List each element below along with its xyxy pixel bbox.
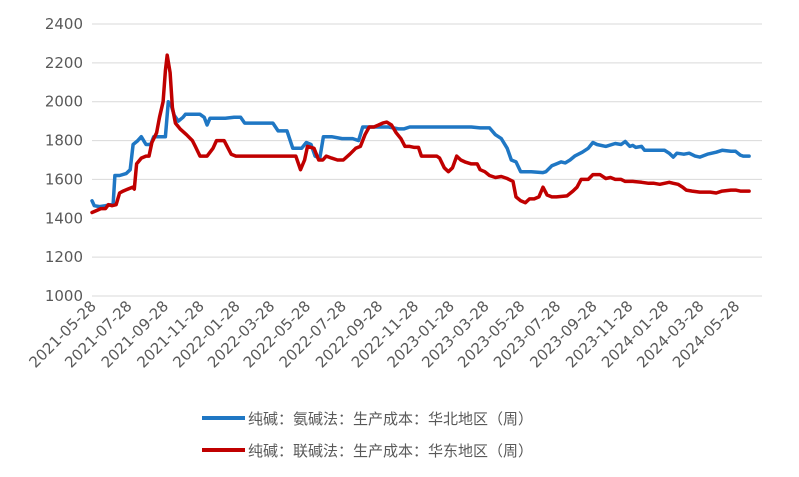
y-axis-ticks: 1000 1200 1400 1600 1800 2000 2200 2400 [45,15,83,305]
y-tick-label: 1400 [45,209,83,227]
legend: 纯碱：氨碱法：生产成本：华北地区（周） 纯碱：联碱法：生产成本：华东地区（周） [202,410,533,460]
legend-label-2: 纯碱：联碱法：生产成本：华东地区（周） [248,442,533,460]
series-line-1 [90,99,751,209]
series-line-2 [90,53,751,215]
y-tick-label: 1600 [45,170,83,188]
y-tick-label: 1200 [45,248,83,266]
y-tick-label: 1800 [45,132,83,150]
legend-label-1: 纯碱：氨碱法：生产成本：华北地区（周） [248,410,533,428]
y-tick-label: 1000 [45,287,83,305]
y-tick-label: 2200 [45,54,83,72]
series-lines [90,53,751,215]
y-tick-label: 2000 [45,93,83,111]
gridlines [92,23,762,297]
x-axis-ticks: 2021-05-282021-07-282021-09-282021-11-28… [25,297,743,371]
y-tick-label: 2400 [45,15,83,33]
